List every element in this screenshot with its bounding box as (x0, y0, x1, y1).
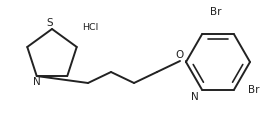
Text: HCl: HCl (82, 24, 98, 33)
Text: N: N (33, 77, 40, 87)
Text: O: O (176, 50, 184, 60)
Text: Br: Br (210, 7, 221, 17)
Text: Br: Br (248, 85, 259, 95)
Text: S: S (47, 18, 53, 28)
Text: N: N (191, 92, 199, 102)
